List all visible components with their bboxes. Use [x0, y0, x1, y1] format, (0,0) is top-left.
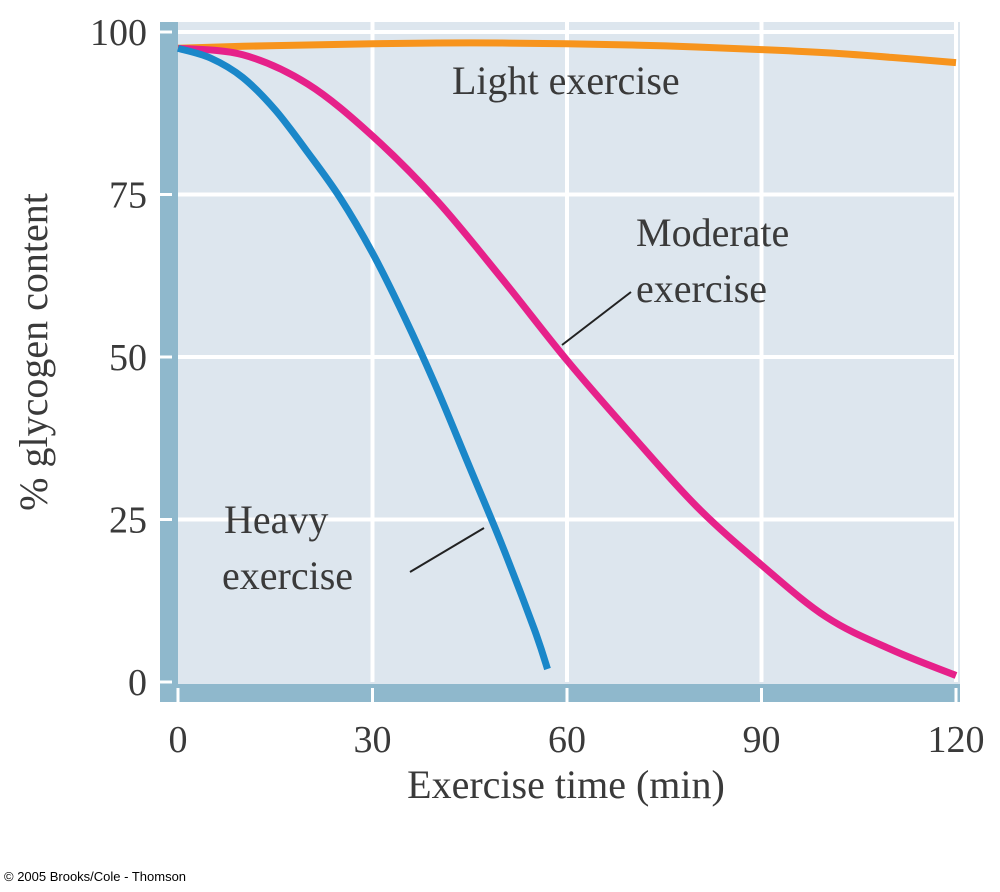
heavy-exercise-label-line2: exercise [222, 553, 353, 598]
x-axis-title: Exercise time (min) [407, 762, 725, 807]
y-axis-band [160, 22, 178, 702]
x-tick-label-120: 120 [928, 719, 985, 761]
series-layer [177, 39, 958, 679]
heavy-leader-line [409, 527, 485, 573]
copyright-notice: © 2005 Brooks/Cole - Thomson [4, 869, 187, 884]
y-tick-label-50: 50 [109, 337, 147, 379]
series-line-moderate-exercise [177, 44, 958, 679]
y-tick-label-25: 25 [109, 500, 147, 542]
y-tick-label-100: 100 [90, 12, 147, 54]
moderate-exercise-label-line2: exercise [636, 266, 767, 311]
y-axis-title: % glycogen content [11, 193, 56, 511]
moderate-exercise-label-line1: Moderate [636, 210, 789, 255]
tick-marks [160, 30, 958, 702]
moderate-leader-line [561, 291, 632, 346]
y-tick-label-0: 0 [128, 662, 147, 704]
x-axis-band [160, 684, 960, 702]
heavy-exercise-label-line1: Heavy [224, 497, 328, 542]
light-exercise-label: Light exercise [452, 58, 680, 103]
plot-background [160, 22, 960, 702]
x-tick-label-90: 90 [743, 719, 781, 761]
x-tick-label-30: 30 [354, 719, 392, 761]
series-line-light-exercise [177, 39, 957, 67]
x-tick-label-0: 0 [169, 719, 188, 761]
x-tick-label-60: 60 [548, 719, 586, 761]
tick-labels: 0 25 50 75 100 0 30 60 90 120 [90, 12, 985, 761]
leader-lines [409, 291, 632, 573]
y-tick-label-75: 75 [109, 175, 147, 217]
series-line-heavy-exercise [177, 44, 551, 671]
